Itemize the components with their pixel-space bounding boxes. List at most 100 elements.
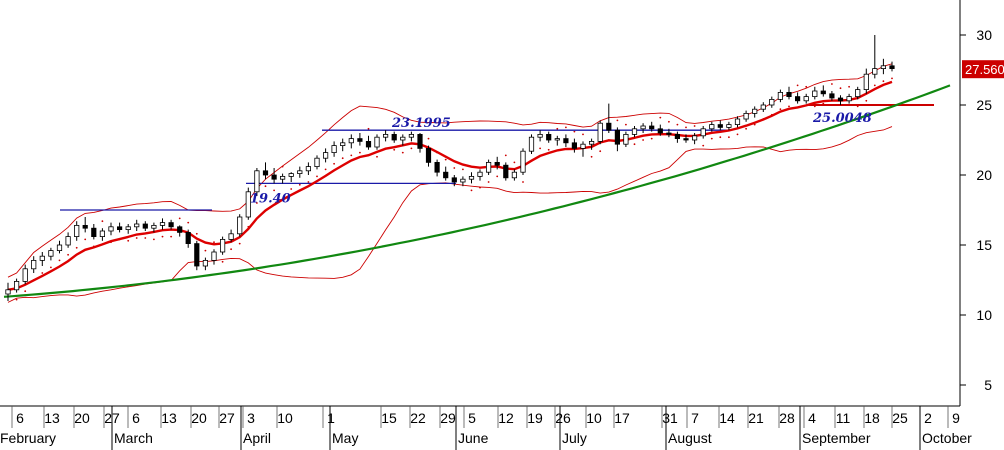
sar-dot <box>204 249 207 252</box>
candle-body <box>657 128 663 134</box>
last-value-marker: 27.560 <box>962 60 1004 79</box>
candle-body <box>631 128 638 135</box>
trend-line <box>3 84 951 298</box>
candle-body <box>357 138 363 142</box>
candle-body <box>511 171 518 179</box>
sar-dot <box>599 150 602 153</box>
candle-body <box>159 222 166 226</box>
sar-dot <box>444 158 447 161</box>
candle-body <box>382 133 389 138</box>
candle-body <box>546 133 552 141</box>
x-day-label: 20 <box>74 410 90 426</box>
x-day-label: 12 <box>498 410 514 426</box>
candle-body <box>494 161 500 166</box>
x-day-label: 22 <box>410 410 426 426</box>
candle-body <box>717 124 723 128</box>
sar-dot <box>238 242 241 245</box>
candle-body <box>477 171 483 177</box>
sar-dot <box>367 127 370 130</box>
candle-body <box>692 135 698 141</box>
candle-body <box>134 223 140 228</box>
candle-body <box>606 122 612 131</box>
x-day-label: 27 <box>219 410 235 426</box>
sar-dot <box>453 167 456 169</box>
candle-body <box>752 108 758 114</box>
sar-dot <box>350 154 353 157</box>
candle-body <box>528 136 535 152</box>
candle-body <box>151 224 157 229</box>
x-day-label: 14 <box>719 410 735 426</box>
sar-dot <box>135 237 138 239</box>
candle-body <box>314 157 320 167</box>
candle-body <box>614 129 621 145</box>
candle-body <box>211 251 217 261</box>
candle-body <box>434 161 440 173</box>
month-label: September <box>802 430 871 446</box>
sar-dot <box>333 162 335 165</box>
candle-body <box>374 136 380 148</box>
sar-dot <box>848 85 850 88</box>
x-day-label: 26 <box>555 410 571 426</box>
x-day-label: 17 <box>614 410 630 426</box>
moving-average <box>7 80 893 291</box>
x-day-label: 5 <box>468 410 476 426</box>
x-day-label: 29 <box>440 410 456 426</box>
sar-dot <box>796 84 799 87</box>
sar-dot <box>650 137 653 140</box>
sar-dot <box>316 175 318 178</box>
sar-dot <box>195 232 198 235</box>
sar-dot <box>153 238 155 241</box>
y-tick-label: 10 <box>976 307 992 323</box>
sar-dot <box>582 133 584 136</box>
candle-body <box>683 138 689 141</box>
candle-body <box>829 93 835 99</box>
month-label: August <box>668 430 712 446</box>
candle-body <box>56 244 63 251</box>
candle-body <box>340 142 346 147</box>
candle-body <box>417 133 423 149</box>
sar-dot <box>427 137 430 140</box>
sar-dot <box>281 165 284 168</box>
y-tick-label: 30 <box>976 27 992 43</box>
sar-dot <box>341 157 344 160</box>
candle-body <box>13 280 20 291</box>
x-axis: 6 13 20 27 6 13 20 27 3 10 1 15 22 29 5 12 19 26 10 17 31 7 14… <box>0 405 972 450</box>
candle-body <box>803 96 809 102</box>
candle-body <box>22 268 28 282</box>
last-value-label: 27.560 <box>965 62 1004 77</box>
candle-body <box>39 255 45 261</box>
candle-body <box>777 92 784 100</box>
x-day-label: 9 <box>952 410 960 426</box>
candle-body <box>262 170 269 176</box>
candle-body <box>451 177 457 183</box>
sar-dot <box>410 147 413 150</box>
candle-body <box>597 122 603 142</box>
candle-body <box>726 124 732 128</box>
candle-body <box>485 161 492 173</box>
candle-body <box>408 133 415 138</box>
x-day-label: 4 <box>808 410 816 426</box>
sar-dot <box>710 137 713 140</box>
candle-body <box>348 138 354 144</box>
candle-body <box>322 152 329 159</box>
sar-dot <box>676 123 679 126</box>
sar-dot <box>487 181 490 183</box>
candle-body <box>48 250 54 257</box>
sar-dot <box>642 139 644 141</box>
candle-body <box>554 138 560 141</box>
y-axis: 30 25 20 15 10 5 <box>959 0 992 406</box>
sar-dot <box>15 298 18 301</box>
sar-dot <box>170 235 173 238</box>
candle-body <box>125 226 131 231</box>
candle-body <box>889 65 895 70</box>
y-tick-label: 25 <box>976 97 992 113</box>
candle-body <box>769 99 775 106</box>
month-label: April <box>243 430 271 446</box>
candle-body <box>271 174 277 180</box>
candle-body <box>503 164 509 179</box>
annotation-label: 25.0048 <box>812 111 872 126</box>
x-day-label: 20 <box>191 410 207 426</box>
sar-dot <box>479 186 481 189</box>
candle-body <box>305 166 312 172</box>
